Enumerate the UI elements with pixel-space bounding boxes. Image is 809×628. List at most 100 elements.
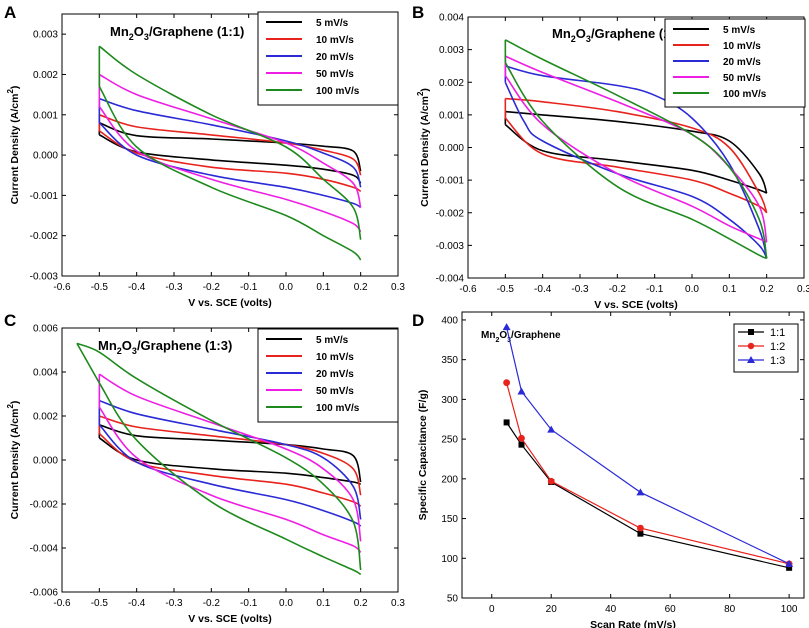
y-tick-label: 0.000: [439, 143, 464, 154]
legend-label: 50 mV/s: [723, 73, 761, 84]
series-2: [502, 323, 794, 567]
x-tick-label: -0.2: [203, 282, 221, 293]
legend-label: 100 mV/s: [723, 89, 767, 100]
data-point-triangle: [547, 425, 556, 433]
x-tick-label: -0.1: [240, 282, 258, 293]
legend-box: [733, 323, 799, 373]
y-tick-label: 0.000: [33, 456, 58, 467]
cv-curve-closure: [76, 343, 101, 384]
cv-curve-anodic: [99, 399, 362, 520]
series-1: [503, 379, 793, 568]
x-tick-label: 20: [546, 604, 558, 615]
cv-curve-anodic: [505, 110, 768, 194]
legend-label: 20 mV/s: [316, 52, 354, 63]
legend-label: 10 mV/s: [723, 41, 761, 52]
y-axis-title-sup: 2: [6, 89, 15, 94]
chart-panel-c: C -0.6 -0.5 -0.4 -0.3 -0.2 -0.1 0.0 0.1 0.2 0.3 -0.…: [4, 311, 405, 625]
y-axis-title: Specific Capacitance (F/g): [417, 390, 429, 521]
y-tick-label: 50: [447, 594, 459, 605]
cv-curve-cathodic: [504, 75, 767, 243]
legend-marker-circle: [747, 342, 755, 350]
data-point-square: [503, 419, 510, 426]
cv-curve-anodic: [99, 97, 362, 188]
x-axis-title: V vs. SCE (volts): [594, 299, 677, 311]
chart-title-part: 3: [586, 34, 591, 44]
y-tick-label: -0.002: [436, 208, 465, 219]
y-tick-label: 0.001: [439, 110, 464, 121]
chart-title-part: O: [122, 338, 132, 353]
x-tick-label: -0.1: [240, 598, 258, 609]
cv-series-3: [98, 373, 362, 554]
chart-title: Mn2O3/Graphene (1:2): [552, 26, 686, 44]
y-tick-label: 0.002: [33, 70, 58, 81]
data-point-triangle: [636, 488, 645, 496]
chart-title-part: Mn: [481, 330, 495, 341]
y-axis-title-main: Current Density (A/cm: [419, 96, 431, 207]
x-tick-label: 0.1: [316, 282, 330, 293]
plot-frame: [461, 311, 805, 599]
legend-label: 1:2: [770, 341, 785, 353]
data-point-circle: [518, 434, 525, 442]
y-tick-label: 0.006: [33, 324, 58, 335]
chart-title: Mn2O3/Graphene (1:1): [110, 24, 244, 42]
y-axis-title: Current Density (A/cm2): [416, 88, 431, 207]
x-tick-label: 0.0: [685, 284, 699, 295]
chart-title-part: 2: [571, 34, 576, 44]
chart-panel-b: B -0.6 -0.5 -0.4 -0.3 -0.2 -0.1 0.0 0.1 0.2 0.3 -0.…: [412, 3, 809, 311]
y-tick-label: 0.001: [33, 110, 58, 121]
y-tick-label: -0.004: [30, 544, 59, 555]
panel-letter: C: [4, 311, 16, 330]
data-point-triangle: [785, 559, 794, 567]
y-tick-label: 0.002: [439, 78, 464, 89]
legend-marker-triangle: [747, 356, 755, 363]
cv-series-4: [76, 342, 362, 576]
x-tick-label: -0.6: [53, 282, 71, 293]
x-axis-title: Scan Rate (mV/s): [590, 619, 676, 628]
data-point-circle: [547, 477, 555, 485]
cv-curve-cathodic: [98, 130, 362, 193]
cv-curve-cathodic: [98, 134, 362, 184]
data-point-triangle: [502, 323, 511, 331]
chart-title-part: O: [576, 26, 586, 41]
x-tick-label: 0.3: [391, 282, 405, 293]
cv-curve-cathodic: [98, 437, 361, 485]
y-tick-label: -0.004: [436, 274, 465, 285]
series-line: [506, 382, 790, 565]
chart-title-part: O: [499, 330, 507, 341]
cv-curve-anodic: [505, 97, 768, 214]
legend-label: 5 mV/s: [723, 25, 756, 36]
cv-curve-cathodic: [98, 424, 362, 527]
legend-label: 5 mV/s: [316, 18, 349, 29]
legend-label: 100 mV/s: [316, 86, 360, 97]
y-tick-label: 250: [441, 435, 458, 446]
cv-series-4: [504, 39, 768, 260]
y-tick-label: -0.002: [30, 500, 59, 511]
panel-letter: A: [4, 3, 16, 22]
y-tick-label: 100: [441, 554, 458, 565]
chart-title-part: /Graphene (1:2): [591, 26, 686, 41]
legend-label: 20 mV/s: [723, 57, 761, 68]
x-tick-label: -0.4: [128, 282, 146, 293]
legend: 1:1 1:2 1:3: [733, 323, 799, 373]
cv-curve-anodic: [76, 342, 362, 571]
cv-curve-cathodic: [504, 81, 768, 259]
x-tick-label: 0.2: [354, 598, 368, 609]
chart-title-part: O: [134, 24, 144, 39]
y-tick-label: 150: [441, 514, 458, 525]
chart-panel-a: A -0.6 -0.5 -0.4 -0.3 -0.2 -0.1 0.0 0.1 0.2 0.3 -0.…: [4, 3, 405, 309]
y-axis-title-main: Current Density (A/cm: [9, 409, 21, 520]
panel-letter: D: [412, 311, 424, 330]
y-tick-label: -0.003: [30, 272, 59, 283]
x-tick-label: -0.5: [497, 284, 515, 295]
y-tick-label: -0.002: [30, 231, 59, 242]
x-tick-label: -0.2: [203, 598, 221, 609]
chart-title: Mn2O3/Graphene (1:3): [98, 338, 232, 356]
cv-curve-cathodic: [98, 406, 362, 554]
x-tick-label: 0.1: [316, 598, 330, 609]
legend: 5 mV/s 10 mV/s 20 mV/s 50 mV/s 100 mV/s: [664, 18, 806, 108]
x-tick-label: -0.4: [534, 284, 552, 295]
y-axis-title-sup: 2: [416, 91, 425, 96]
cv-curve-anodic: [98, 73, 362, 208]
x-tick-label: 0.3: [391, 598, 405, 609]
chart-title-part: 3: [144, 32, 149, 42]
